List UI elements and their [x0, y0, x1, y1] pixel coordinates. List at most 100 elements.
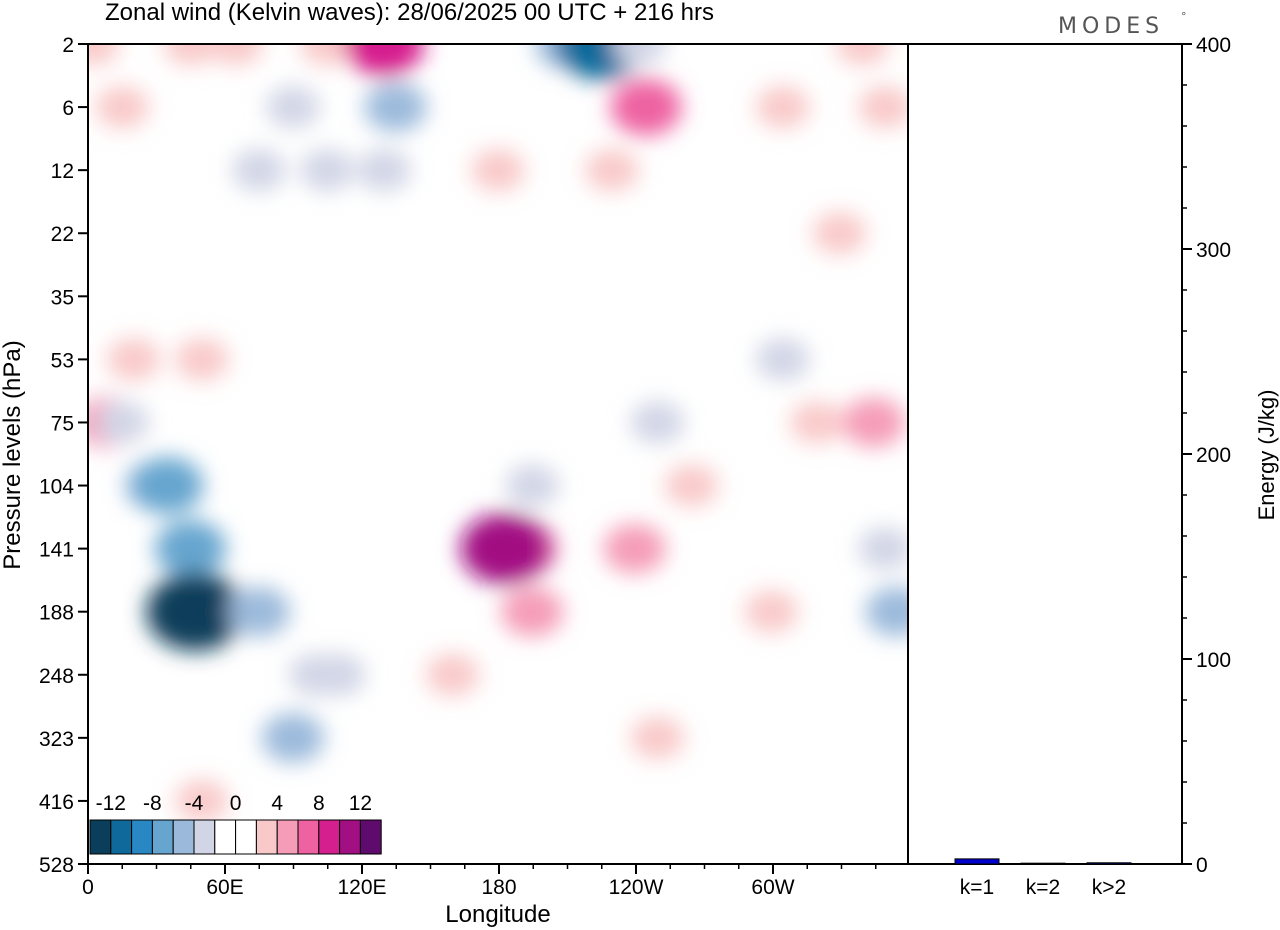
energy-panel: k=1 k=2 k>2 0 100 200 300 400 Energy (J/kg) — [907, 34, 1279, 899]
heatmap-cell — [175, 338, 229, 381]
heatmap-cell — [505, 464, 559, 507]
energy-tick-label: 300 — [1196, 239, 1231, 262]
energy-tick-label: 0 — [1196, 854, 1208, 877]
heatmap-cell — [610, 78, 682, 136]
heatmap-cell — [88, 44, 120, 66]
heatmap-cell — [858, 85, 908, 129]
y-tick-label: 323 — [39, 728, 74, 751]
colorbar-box — [318, 819, 341, 855]
heatmap-cell — [865, 586, 908, 637]
energy-category-label: k=1 — [960, 876, 994, 899]
colorbar-box — [276, 819, 299, 855]
heatmap-cell — [227, 586, 291, 637]
colorbar-box — [255, 819, 278, 855]
heatmap-cell — [154, 520, 227, 578]
heatmap-cell — [744, 590, 799, 633]
heatmap-cell — [344, 44, 425, 76]
heatmap-cell — [585, 148, 639, 192]
colorbar-box — [151, 819, 174, 855]
colorbar-box — [339, 819, 361, 855]
x-tick-label: 0 — [82, 876, 94, 899]
heatmap-cell — [232, 148, 286, 192]
y-tick-label: 75 — [51, 412, 74, 435]
energy-category-label: k>2 — [1092, 876, 1126, 899]
heatmap-cell — [425, 653, 480, 696]
colorbar: -12 -8 -4 0 4 8 12 — [89, 792, 382, 855]
heatmap-cell — [209, 44, 263, 66]
y-tick-label: 141 — [39, 539, 74, 562]
y-tick-label: 416 — [39, 791, 74, 814]
y-tick-label: 528 — [39, 854, 74, 877]
colorbar-label: -4 — [185, 792, 204, 815]
heatmap-cell — [163, 44, 218, 66]
heatmap-cell — [460, 513, 550, 585]
energy-tick-label: 200 — [1196, 444, 1231, 467]
heatmap-cell — [357, 148, 411, 192]
heatmap-cell — [266, 85, 320, 129]
chart-title: Zonal wind (Kelvin waves): 28/06/2025 00… — [105, 0, 714, 26]
energy-bar — [1086, 862, 1132, 865]
energy-tick-label: 100 — [1196, 649, 1231, 672]
colorbar-label: 12 — [349, 792, 372, 815]
colorbar-label: 8 — [313, 792, 325, 815]
colorbar-label: -8 — [143, 792, 162, 815]
x-axis-label: Longitude — [445, 901, 550, 928]
colorbar-label: 0 — [230, 792, 242, 815]
y-tick-label: 35 — [51, 286, 74, 309]
heatmap-cell — [630, 716, 685, 760]
heatmap-cell — [603, 523, 666, 574]
x-tick-label: 180 — [481, 876, 516, 899]
x-tick-label: 60E — [206, 876, 243, 899]
x-tick-label: 120E — [337, 876, 386, 899]
heatmap-cell — [835, 44, 890, 66]
heatmap-cell — [755, 85, 810, 129]
heatmap-cell — [300, 148, 354, 192]
y-tick-label: 104 — [39, 476, 74, 499]
energy-tick-label: 400 — [1196, 34, 1231, 57]
heatmap-cell — [755, 338, 810, 381]
heatmap-cell — [842, 397, 906, 448]
heatmap-cell — [95, 401, 149, 444]
y-axis-label: Pressure levels (hPa) — [0, 340, 26, 569]
x-tick-label: 120W — [609, 876, 664, 899]
heatmap-cell — [261, 713, 325, 763]
heatmap-cell — [146, 572, 244, 651]
heatmap-cell — [175, 779, 229, 823]
colorbar-box — [110, 819, 133, 855]
heatmap-cell — [471, 148, 525, 192]
heatmap-cell — [132, 457, 204, 514]
heatmap-panel: 0 60E 120E 180 120W 60W 2 6 12 22 35 53 75 104 141 188… — [0, 34, 909, 928]
energy-category-label: k=2 — [1026, 876, 1060, 899]
colorbar-box — [297, 819, 320, 855]
heatmap-cell — [500, 586, 564, 637]
energy-bar — [1020, 862, 1066, 865]
heatmap-cell — [664, 464, 719, 507]
colorbar-box — [214, 819, 237, 855]
colorbar-box — [359, 819, 382, 855]
heatmap-cell — [790, 401, 844, 444]
heatmap-cell — [812, 212, 867, 255]
colorbar-box — [131, 819, 153, 855]
y-tick-label: 22 — [51, 223, 74, 246]
energy-frame — [907, 43, 1183, 865]
colorbar-box — [193, 819, 216, 855]
heatmap-cell — [364, 82, 427, 132]
modes-logo-mark: ° — [1181, 10, 1192, 23]
y-tick-label: 53 — [51, 349, 74, 372]
heatmap-cell — [612, 44, 667, 66]
heatmap-cell — [300, 44, 354, 66]
energy-axis-label: Energy (J/kg) — [1254, 390, 1279, 521]
colorbar-box — [172, 819, 195, 855]
y-tick-label: 248 — [39, 665, 74, 688]
modes-logo: MODES — [1058, 14, 1164, 39]
colorbar-label: 4 — [271, 792, 283, 815]
y-tick-label: 188 — [39, 602, 74, 625]
heatmap-cell — [106, 338, 161, 381]
energy-bar — [954, 858, 1000, 865]
y-tick-label: 6 — [62, 97, 74, 120]
colorbar-box — [235, 819, 257, 855]
heatmap-cell — [630, 401, 685, 444]
x-tick-label: 60W — [751, 876, 794, 899]
y-tick-label: 2 — [62, 34, 74, 57]
